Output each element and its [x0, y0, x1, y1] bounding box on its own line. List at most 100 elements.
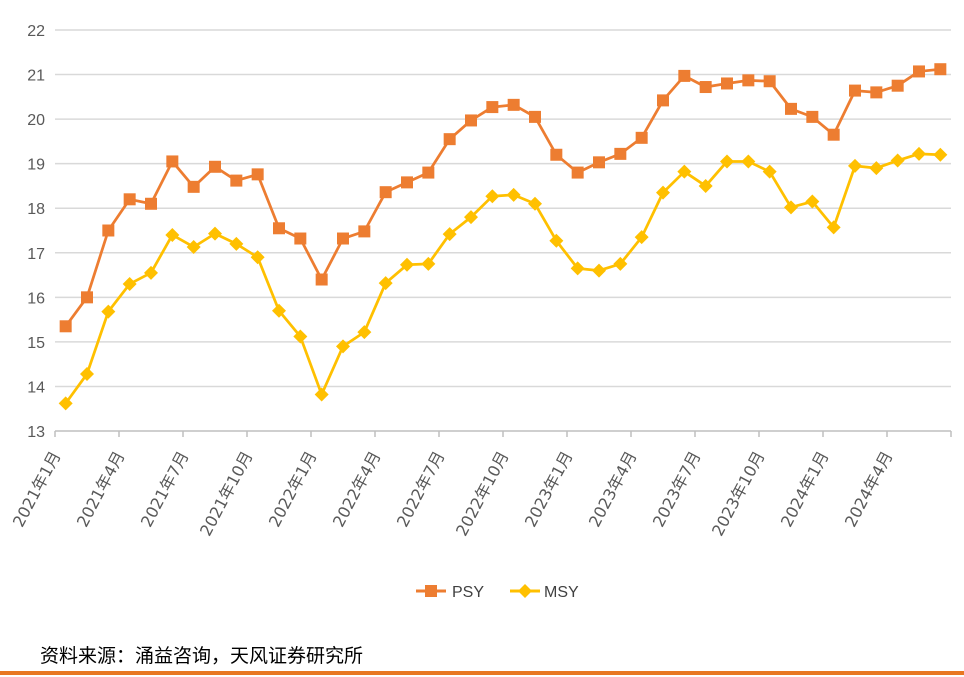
psy-point [443, 133, 456, 146]
msy-point [805, 194, 820, 209]
x-axis-tick-labels: 2021年1月 2021年4月 2021年7月 2021年10月 2022年1月 2022… [9, 448, 897, 539]
msy-point [144, 265, 158, 280]
source-note: 资料来源：涌益咨询，天风证券研究所 [40, 645, 364, 667]
psy-point [507, 98, 520, 111]
psy-point [870, 86, 883, 99]
msy-point [528, 196, 542, 211]
msy-point [293, 329, 308, 344]
msy-point [656, 185, 670, 200]
msy-point [421, 256, 436, 271]
msy-point [442, 227, 457, 242]
msy-point [272, 303, 286, 318]
x-tick-label: 2022年7月 [393, 448, 449, 530]
psy-point [81, 291, 93, 304]
msy-point [890, 153, 905, 168]
msy-point [378, 276, 393, 291]
msy-point [122, 276, 137, 291]
x-tick-label: 2023年4月 [585, 448, 641, 530]
legend-item-msy: MSY [510, 584, 579, 601]
msy-point [186, 239, 201, 254]
y-tick-label: 20 [27, 112, 45, 129]
psy-point [187, 180, 200, 193]
msy-point [570, 261, 585, 276]
series-psy [59, 63, 947, 333]
y-tick-label: 21 [27, 68, 45, 85]
psy-point [635, 131, 648, 144]
msy-point [741, 154, 756, 169]
legend-item-psy: PSY [416, 584, 484, 601]
psy-point [614, 147, 627, 160]
psy-point [294, 232, 307, 245]
psy-point [123, 193, 136, 206]
psy-point [529, 110, 541, 123]
x-tick-label: 2022年1月 [265, 448, 321, 530]
psy-point [571, 166, 584, 179]
psy-point [742, 74, 755, 87]
msy-point [677, 164, 692, 179]
psy-point [166, 155, 179, 168]
msy-point [400, 257, 414, 272]
psy-point [422, 166, 435, 179]
psy-point [721, 77, 733, 90]
grid-lines [55, 29, 951, 388]
msy-point [720, 154, 734, 169]
msy-point [80, 366, 94, 381]
msy-point [165, 227, 180, 242]
msy-point [933, 147, 948, 162]
psy-point [849, 84, 861, 97]
legend: PSY MSY [416, 584, 579, 601]
msy-point [592, 263, 606, 278]
y-tick-label: 19 [27, 157, 45, 174]
psy-point [699, 81, 712, 94]
msy-point [762, 164, 777, 179]
psy-point [657, 94, 669, 107]
msy-point [506, 187, 521, 202]
psy-point [934, 63, 947, 76]
msy-point [869, 161, 884, 176]
psy-point [379, 186, 392, 199]
y-tick-label: 16 [27, 290, 45, 307]
msy-point [336, 339, 350, 354]
msy-point [912, 146, 926, 161]
y-tick-label: 22 [27, 23, 45, 40]
psy-point [827, 128, 840, 141]
psy-point [486, 101, 499, 114]
msy-point [485, 189, 500, 204]
psy-point [465, 114, 477, 127]
msy-point [208, 226, 222, 241]
x-tick-label: 2023年10月 [708, 448, 768, 539]
x-tick-label: 2021年10月 [196, 448, 256, 539]
psy-point [230, 174, 243, 187]
x-tick-label: 2024年4月 [841, 448, 897, 530]
msy-point [634, 230, 649, 245]
msy-point [314, 387, 329, 402]
msy-point [848, 158, 862, 173]
psy-point [358, 225, 371, 238]
legend-psy-square-marker [425, 585, 437, 597]
y-tick-label: 18 [27, 201, 45, 218]
x-tick-label: 2021年1月 [9, 448, 65, 530]
psy-point [209, 160, 221, 173]
msy-point [250, 250, 265, 265]
msy-point [549, 233, 564, 248]
x-tick-label: 2023年1月 [521, 448, 577, 530]
psy-point [102, 224, 115, 237]
y-tick-label: 14 [27, 379, 45, 396]
psy-point [315, 273, 328, 286]
footer-rule [0, 671, 964, 675]
msy-point [464, 210, 478, 225]
series-msy [58, 146, 948, 411]
psy-point [763, 75, 776, 88]
msy-point [826, 220, 841, 235]
psy-point [593, 156, 605, 169]
psy-point [785, 102, 797, 115]
x-tick-label: 2021年4月 [73, 448, 129, 530]
msy-point [101, 304, 116, 319]
x-tick-label: 2024年1月 [777, 448, 833, 530]
psy-point [145, 197, 157, 210]
msy-point [357, 325, 372, 340]
y-tick-label: 17 [27, 246, 45, 263]
psy-point [913, 65, 925, 78]
x-tick-label: 2022年10月 [452, 448, 512, 539]
